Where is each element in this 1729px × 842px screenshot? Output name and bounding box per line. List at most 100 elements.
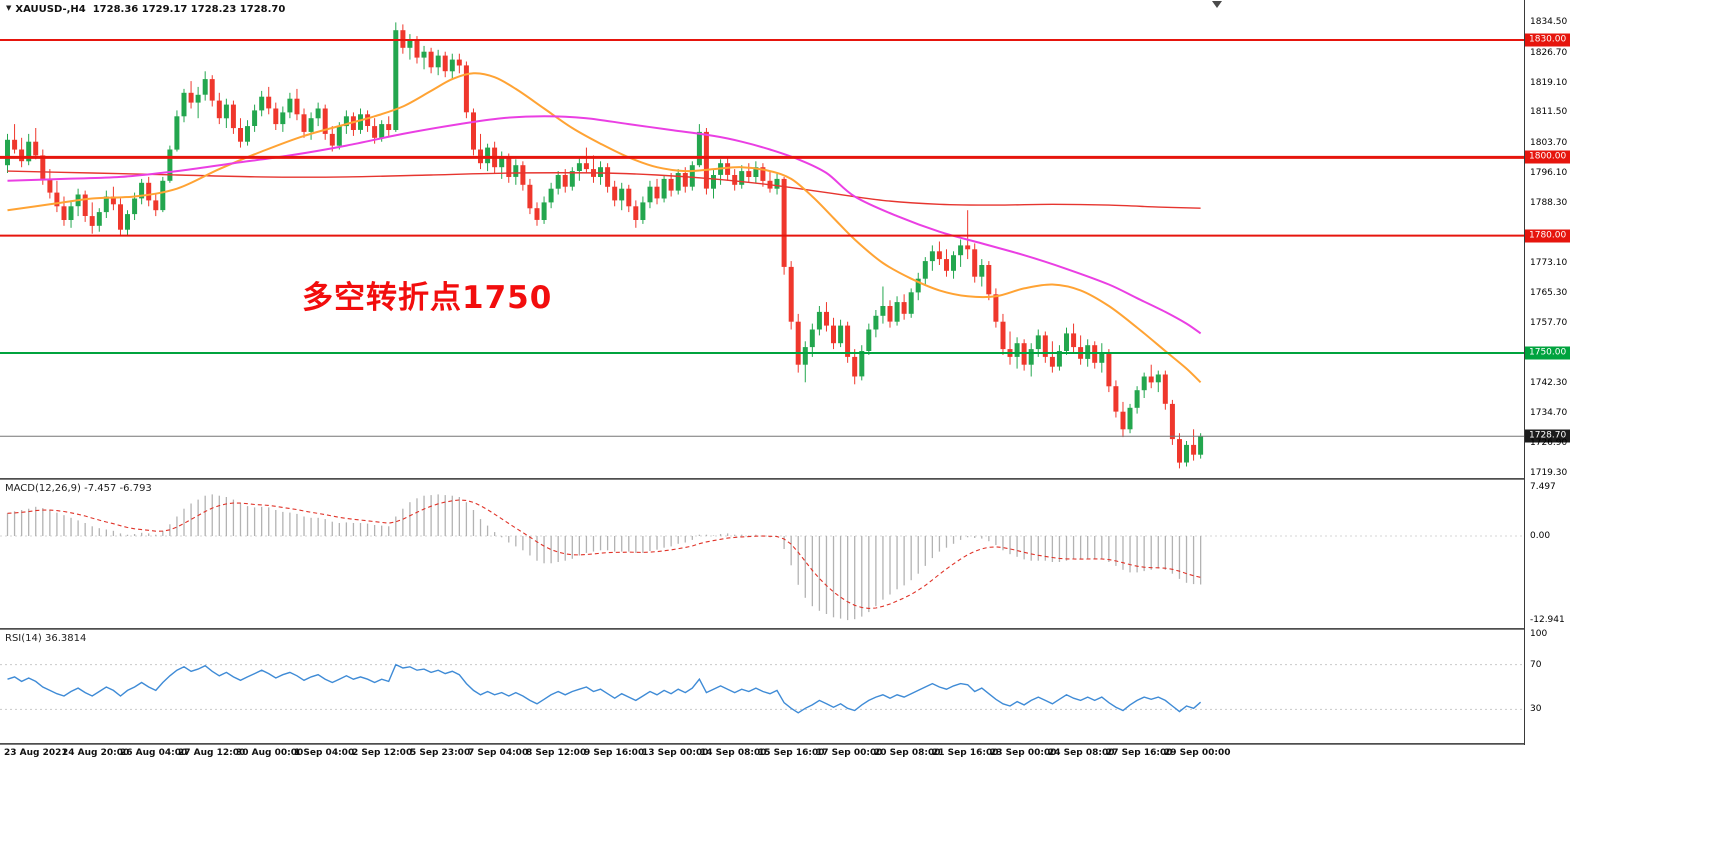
rsi-panel-canvas[interactable]: RSI(14) 36.3814 bbox=[0, 630, 1524, 743]
candle-body bbox=[1000, 321, 1006, 350]
candle-body bbox=[1127, 407, 1133, 430]
rsi-axis-label-70: 70 bbox=[1530, 659, 1542, 670]
candle-body bbox=[725, 163, 731, 175]
chart-menu-icon[interactable]: ▼ bbox=[6, 4, 12, 12]
price-chart-canvas[interactable]: ▼ XAUUSD-,H4 1728.36 1729.17 1728.23 1728… bbox=[0, 0, 1524, 478]
time-axis-label-0: 23 Aug 2021 bbox=[4, 748, 68, 758]
candle-body bbox=[647, 186, 653, 203]
candle-body bbox=[110, 196, 116, 205]
candle-body bbox=[824, 311, 829, 326]
candle-body bbox=[1113, 386, 1119, 412]
candle-body bbox=[831, 325, 836, 344]
candle-body bbox=[1184, 444, 1189, 463]
candle-body bbox=[449, 59, 455, 72]
candle-body bbox=[287, 98, 293, 113]
candle-body bbox=[795, 321, 801, 365]
candle-body bbox=[993, 294, 999, 322]
candle-body bbox=[308, 118, 314, 132]
candle-body bbox=[929, 251, 935, 262]
price-axis-label-1780.00: 1780.00 bbox=[1525, 229, 1571, 243]
candle-body bbox=[223, 104, 229, 119]
candle-body bbox=[103, 196, 109, 213]
candle-body bbox=[1191, 444, 1197, 455]
candle-body bbox=[506, 157, 512, 177]
macd-panel-canvas[interactable]: MACD(12,26,9) -7.457 -6.793 bbox=[0, 480, 1524, 628]
candle-body bbox=[153, 200, 159, 211]
price-axis-label-1803.70: 1803.70 bbox=[1530, 137, 1568, 148]
price-axis-label-1742.30: 1742.30 bbox=[1530, 378, 1568, 389]
candle-body bbox=[40, 155, 46, 179]
candle-body bbox=[1169, 403, 1175, 440]
candle-body bbox=[527, 184, 533, 209]
price-scale[interactable]: 1834.50 1830.00 1826.70 1819.10 1811.50 1803.… bbox=[1524, 0, 1729, 745]
candle-body bbox=[944, 259, 949, 271]
candle-body bbox=[569, 171, 575, 187]
candle-body bbox=[68, 206, 74, 220]
candle-body bbox=[816, 311, 822, 330]
candle-body bbox=[329, 133, 335, 146]
candle-body bbox=[358, 114, 363, 130]
macd-name: MACD(12,26,9) bbox=[5, 483, 81, 494]
candle-body bbox=[915, 278, 921, 293]
candle-body bbox=[753, 167, 759, 177]
candle-body bbox=[972, 249, 978, 277]
ma-red-line[interactable] bbox=[7, 170, 1201, 209]
candle-body bbox=[1198, 436, 1204, 455]
candle-body bbox=[322, 108, 328, 134]
rsi-value: 36.3814 bbox=[44, 633, 87, 644]
time-axis-label-13: 15 Sep 16:00 bbox=[758, 748, 825, 758]
candle-body bbox=[548, 188, 554, 203]
candle-body bbox=[343, 116, 349, 127]
ma-magenta-line[interactable] bbox=[7, 115, 1202, 335]
time-axis-label-17: 23 Sep 00:00 bbox=[990, 748, 1057, 758]
candle-body bbox=[499, 157, 505, 168]
candle-body bbox=[802, 347, 808, 365]
panel-splitter[interactable] bbox=[0, 628, 1729, 630]
price-axis-label-1734.70: 1734.70 bbox=[1530, 407, 1568, 418]
candle-body bbox=[393, 30, 399, 131]
candle-body bbox=[174, 116, 180, 150]
time-axis-label-15: 20 Sep 08:00 bbox=[874, 748, 941, 758]
candle-body bbox=[238, 128, 243, 142]
candle-body bbox=[781, 178, 787, 267]
panel-splitter[interactable] bbox=[0, 743, 1729, 745]
rsi-svg[interactable] bbox=[0, 630, 1524, 743]
candle-body bbox=[555, 175, 561, 189]
candle-body bbox=[605, 167, 611, 187]
candle-body bbox=[1028, 349, 1034, 365]
ma-orange-line[interactable] bbox=[7, 72, 1202, 384]
price-axis-label-1757.70: 1757.70 bbox=[1530, 317, 1568, 328]
candle-body bbox=[132, 198, 138, 215]
annotation-text[interactable]: 多空转折点1750 bbox=[302, 280, 553, 316]
candle-body bbox=[421, 51, 427, 58]
chart-shift-marker-icon[interactable] bbox=[1212, 1, 1222, 8]
macd-svg[interactable] bbox=[0, 480, 1524, 628]
candle-body bbox=[1035, 335, 1041, 350]
time-axis[interactable]: 23 Aug 2021 24 Aug 20:00 26 Aug 04:00 27 Au… bbox=[0, 745, 1729, 842]
candle-body bbox=[315, 108, 321, 119]
candle-body bbox=[1155, 374, 1161, 383]
candle-body bbox=[696, 131, 702, 166]
panel-splitter[interactable] bbox=[0, 478, 1729, 480]
candle-body bbox=[386, 124, 392, 130]
price-chart-svg[interactable] bbox=[0, 0, 1524, 478]
candle-body bbox=[541, 202, 547, 220]
candle-body bbox=[859, 351, 865, 377]
candle-body bbox=[654, 186, 660, 199]
candle-body bbox=[139, 182, 145, 199]
candle-body bbox=[1162, 374, 1168, 404]
candle-body bbox=[1141, 376, 1147, 391]
price-axis-label-1726.90: 1726.90 bbox=[1530, 438, 1568, 449]
candle-body bbox=[809, 329, 815, 348]
time-axis-label-12: 14 Sep 08:00 bbox=[700, 748, 767, 758]
candle-body bbox=[619, 188, 625, 201]
candle-body bbox=[1071, 333, 1077, 348]
candle-body bbox=[852, 356, 858, 377]
candle-body bbox=[633, 206, 639, 220]
candle-body bbox=[160, 180, 166, 211]
candle-body bbox=[19, 149, 25, 162]
ohlc-values: 1728.36 1729.17 1728.23 1728.70 bbox=[92, 4, 286, 15]
time-axis-label-10: 9 Sep 16:00 bbox=[584, 748, 645, 758]
time-axis-label-5: 1 Sep 04:00 bbox=[294, 748, 355, 758]
candle-body bbox=[640, 202, 646, 220]
